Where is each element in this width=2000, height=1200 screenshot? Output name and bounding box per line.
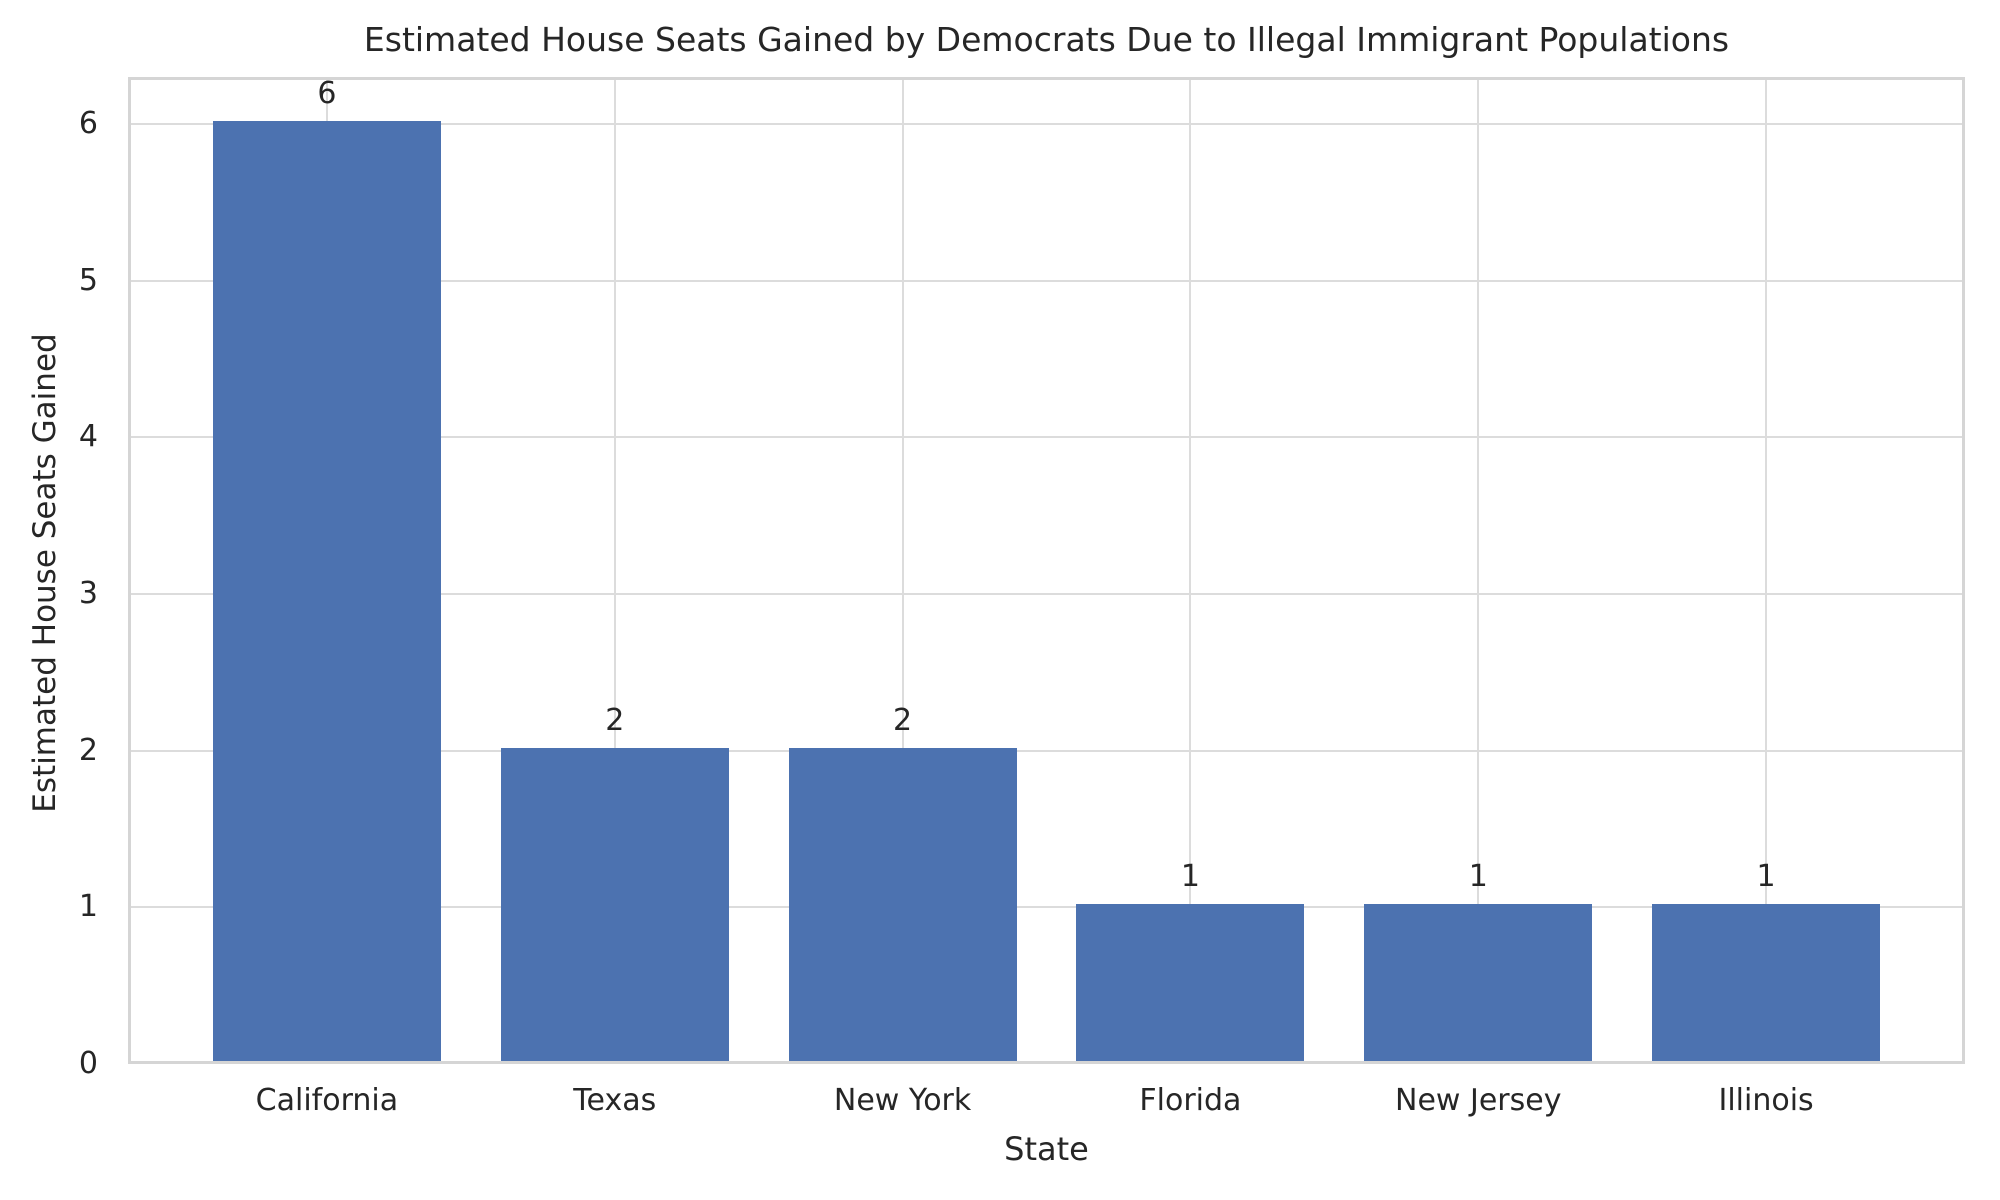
bar-value-label: 1 bbox=[1468, 859, 1488, 895]
y-tick-label: 2 bbox=[78, 732, 98, 768]
bar-texas bbox=[500, 747, 729, 1061]
bar-illinois bbox=[1652, 904, 1881, 1061]
y-tick-label: 3 bbox=[78, 576, 98, 611]
bar-value-label: 6 bbox=[317, 76, 337, 111]
y-tick-label: 1 bbox=[78, 889, 98, 925]
x-gridline bbox=[901, 80, 904, 1061]
bar-new-jersey bbox=[1364, 904, 1593, 1061]
y-gridline bbox=[131, 123, 1962, 125]
plot-area: 6 2 2 1 1 1 bbox=[128, 77, 1965, 1064]
y-gridline bbox=[131, 436, 1962, 439]
bar-value-label: 1 bbox=[1180, 859, 1200, 895]
y-tick-label: 6 bbox=[78, 106, 98, 141]
x-tick-label-new-jersey: New Jersey bbox=[1395, 1083, 1562, 1118]
bar-new-york bbox=[788, 747, 1017, 1061]
x-tick-label-california: California bbox=[255, 1083, 399, 1118]
x-gridline bbox=[1189, 80, 1192, 1061]
y-gridline bbox=[131, 279, 1962, 282]
x-gridline bbox=[613, 80, 616, 1061]
x-gridline bbox=[1477, 80, 1480, 1061]
x-tick-label-texas: Texas bbox=[573, 1083, 657, 1118]
bar-value-label: 2 bbox=[605, 702, 625, 738]
x-gridline bbox=[1765, 80, 1768, 1061]
x-tick-label-illinois: Illinois bbox=[1718, 1083, 1814, 1118]
x-tick-label-new-york: New York bbox=[833, 1083, 972, 1118]
x-tick-label-florida: Florida bbox=[1139, 1083, 1242, 1118]
bar-florida bbox=[1076, 904, 1305, 1061]
bar-value-label: 2 bbox=[893, 702, 913, 738]
y-gridline bbox=[131, 749, 1962, 752]
y-tick-label: 5 bbox=[78, 262, 98, 298]
y-gridline bbox=[131, 906, 1962, 909]
bar-california bbox=[212, 121, 441, 1061]
chart-title: Estimated House Seats Gained by Democrat… bbox=[363, 20, 1730, 59]
y-gridline bbox=[131, 593, 1962, 595]
bar-value-label: 1 bbox=[1756, 859, 1776, 895]
y-tick-label: 4 bbox=[78, 419, 98, 455]
x-axis-label: State bbox=[1004, 1130, 1089, 1168]
y-tick-label: 0 bbox=[78, 1046, 98, 1081]
